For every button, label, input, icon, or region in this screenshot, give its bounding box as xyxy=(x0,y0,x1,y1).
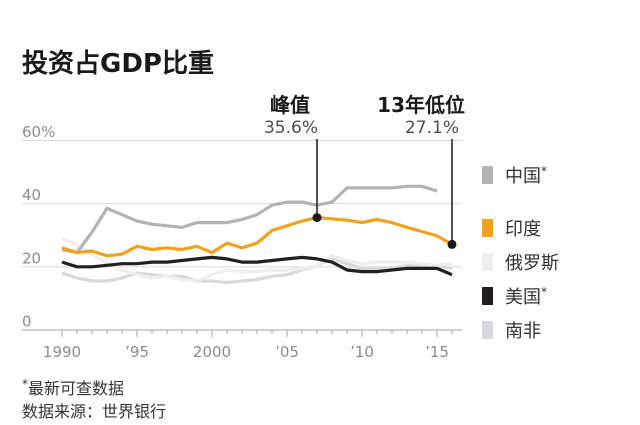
legend-swatch-south-africa xyxy=(482,321,493,339)
axes: 0 20 40 60% 1990 ’95 2000 ’05 ’10 ’15 xyxy=(22,123,453,361)
legend-name-south-africa: 南非 xyxy=(505,321,541,342)
plot-series xyxy=(61,184,453,285)
series-line-usa xyxy=(61,255,453,277)
legend-label-south-africa: 南非 xyxy=(505,321,541,342)
footnote-latest-data: *最新可查数据 xyxy=(22,377,124,398)
legend-swatch-usa xyxy=(482,287,493,305)
legend-swatch-india xyxy=(482,219,493,237)
annotation-value-low: 27.1% xyxy=(405,118,459,138)
x-tick-label-1995: ’95 xyxy=(125,343,149,361)
x-tick-label-2015: ’15 xyxy=(425,343,449,361)
annotation-point-peak xyxy=(312,213,322,223)
x-tick-label-2005: ’05 xyxy=(275,343,299,361)
legend-label-russia: 俄罗斯 xyxy=(505,253,559,274)
legend-item-india: 印度 xyxy=(482,219,541,240)
series-line-india xyxy=(61,216,453,258)
y-tick-label-40: 40 xyxy=(22,186,41,204)
legend-item-russia: 俄罗斯 xyxy=(482,253,559,274)
annotation-label-peak: 峰值 xyxy=(270,93,310,117)
legend-item-usa: 美国* xyxy=(482,285,547,308)
legend-item-south-africa: 南非 xyxy=(482,321,541,342)
x-tick-label-2010: ’10 xyxy=(350,343,374,361)
legend-label-usa: 美国* xyxy=(505,285,547,308)
legend-name-russia: 俄罗斯 xyxy=(505,253,559,274)
x-tick-label-1990: 1990 xyxy=(43,343,81,361)
legend-label-india: 印度 xyxy=(505,219,541,240)
source-note: 数据来源：世界银行 xyxy=(22,402,166,421)
legend: 中国* 印度 俄罗斯 美国* 南非 xyxy=(482,164,559,342)
chart-title: 投资占GDP比重 xyxy=(22,49,214,79)
legend-swatch-china xyxy=(482,166,493,184)
annotation-point-low xyxy=(447,239,457,249)
legend-name-india: 印度 xyxy=(505,219,541,240)
annotation-value-peak: 35.6% xyxy=(264,118,318,138)
legend-label-china: 中国* xyxy=(505,164,547,187)
series-line-russia xyxy=(61,236,453,283)
y-tick-label-20: 20 xyxy=(22,249,41,267)
legend-swatch-russia xyxy=(482,253,493,271)
y-tick-label-60: 60% xyxy=(22,123,55,141)
footnote-text: 最新可查数据 xyxy=(28,379,124,398)
x-tick-label-2000: 2000 xyxy=(193,343,231,361)
y-tick-label-0: 0 xyxy=(22,313,32,331)
legend-name-china: 中国 xyxy=(505,166,541,187)
legend-item-china: 中国* xyxy=(482,164,547,187)
legend-note-usa: * xyxy=(541,285,547,299)
legend-note-china: * xyxy=(541,164,547,178)
series-line-south-africa xyxy=(61,257,453,285)
annotation-label-low: 13年低位 xyxy=(377,93,465,117)
series-line-china xyxy=(61,184,438,255)
footnote-marker: * xyxy=(22,377,28,391)
legend-name-usa: 美国 xyxy=(505,287,541,308)
